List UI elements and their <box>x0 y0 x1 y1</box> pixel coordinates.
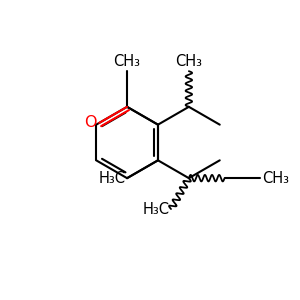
Text: O: O <box>84 116 97 130</box>
Text: CH₃: CH₃ <box>114 54 141 69</box>
Text: H₃C: H₃C <box>142 202 169 217</box>
Text: CH₃: CH₃ <box>262 171 289 186</box>
Text: H₃C: H₃C <box>98 171 125 186</box>
Text: CH₃: CH₃ <box>175 54 202 69</box>
